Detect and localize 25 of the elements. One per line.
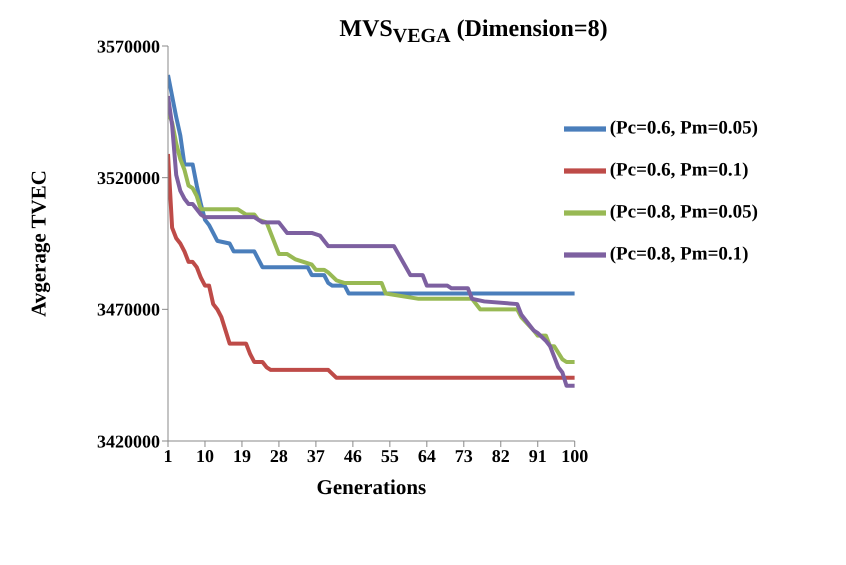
x-tick-label: 73 bbox=[454, 446, 473, 466]
line-series bbox=[168, 72, 575, 296]
x-tick-label: 64 bbox=[418, 446, 436, 466]
y-tick-label: 3570000 bbox=[97, 36, 160, 56]
chart-title: MVS$_{VEGA}$ (Dimension=8) bbox=[338, 16, 609, 48]
legend-label: (Pc=0.6, Pm=0.05) bbox=[610, 117, 758, 138]
x-tick-label: 19 bbox=[232, 446, 251, 466]
x-tick-label: 10 bbox=[196, 446, 214, 466]
x-tick-label: 46 bbox=[344, 446, 362, 466]
x-tick-label: 100 bbox=[561, 446, 588, 466]
y-tick-label: 3520000 bbox=[97, 168, 160, 188]
x-tick-label: 1 bbox=[164, 446, 172, 466]
x-tick-label: 91 bbox=[528, 446, 547, 466]
x-tick-label: 28 bbox=[270, 446, 288, 466]
y-tick-label: 3420000 bbox=[97, 431, 160, 452]
y-axis-title: Avgerage TVEC bbox=[26, 170, 50, 317]
y-tick-label: 3470000 bbox=[97, 300, 160, 320]
line-series bbox=[168, 152, 575, 380]
x-tick-label: 82 bbox=[492, 446, 510, 466]
x-axis-title: Generations bbox=[316, 474, 426, 499]
legend-label: (Pc=0.8, Pm=0.05) bbox=[610, 201, 758, 222]
legend-label: (Pc=0.6, Pm=0.1) bbox=[610, 159, 748, 180]
x-tick-label: 37 bbox=[306, 446, 325, 466]
legend-label: (Pc=0.8, Pm=0.1) bbox=[610, 243, 748, 264]
x-tick-label: 55 bbox=[380, 446, 399, 466]
